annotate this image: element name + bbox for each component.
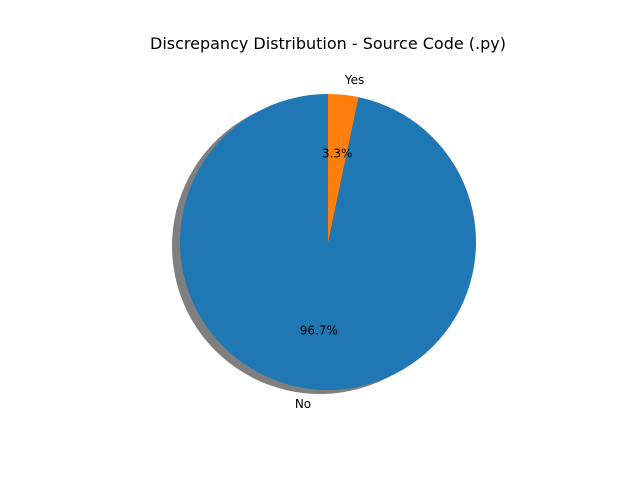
pie-slices [179, 94, 476, 390]
pie-percent-yes: 3.3% [322, 147, 353, 161]
pie-label-yes: Yes [344, 73, 364, 87]
pie-slice-yes [328, 94, 359, 242]
pie-label-no: No [295, 397, 311, 411]
pie-percent-no: 96.7% [300, 323, 338, 337]
pie-labels: No 96.7% Yes 3.3% [295, 73, 364, 411]
chart-title: Discrepancy Distribution - Source Code (… [150, 34, 506, 53]
